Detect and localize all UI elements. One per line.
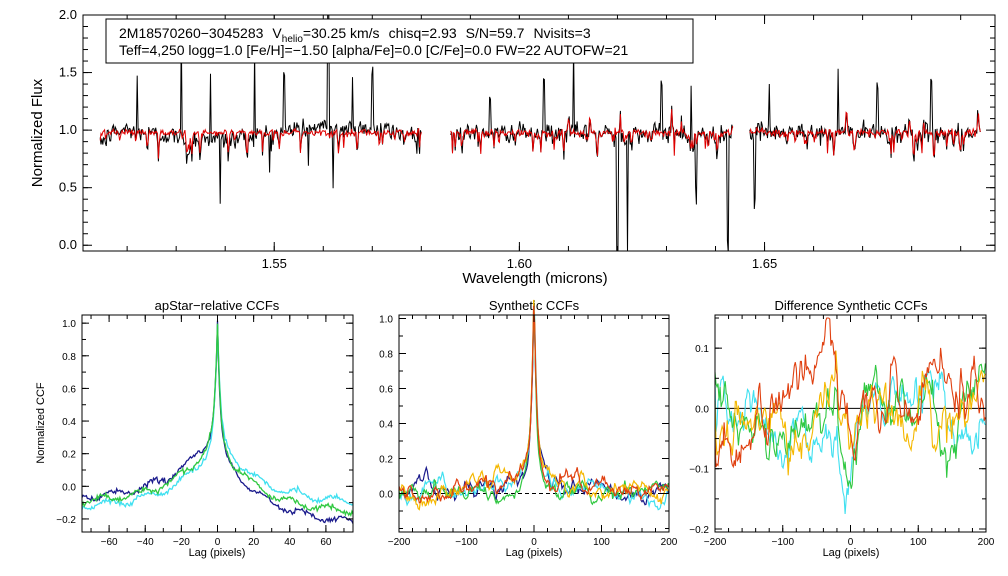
apstar-ccf-panel: apStar−relative CCFs −60 −40 −20 0 20 40 60 −0.… [35, 298, 354, 559]
ccf-line-visit-2 [81, 324, 354, 511]
difference-ccf-line-visit-3 [714, 350, 986, 476]
y-tick-label: 2.0 [59, 7, 77, 22]
difference-ccf-line-visit-2 [714, 363, 986, 489]
y-tick-label: 0.0 [695, 404, 709, 415]
info-box-frame [105, 18, 694, 64]
y-tick-label: 0.0 [62, 482, 76, 493]
x-tick-label: −200 [388, 537, 411, 548]
x-tick-label: 1.65 [752, 256, 777, 271]
apstar-ccf-data [81, 320, 354, 524]
x-tick-label: −60 [101, 537, 118, 548]
model-spectrum-line [749, 111, 981, 157]
y-tick-label: 1.0 [379, 315, 393, 326]
y-tick-label: 1.0 [59, 122, 77, 137]
difference-ccf-data [714, 317, 986, 515]
apstar-ccf-title: apStar−relative CCFs [155, 298, 280, 313]
spectrum-data [99, 15, 981, 251]
vhelio-symbol: V [272, 25, 282, 41]
y-tick-label: 0.8 [379, 350, 393, 361]
synthetic-ccf-line-visit-4 [398, 305, 669, 504]
x-tick-label: −200 [704, 537, 727, 548]
y-tick-label: 1.0 [62, 319, 76, 330]
y-tick-label: −0.2 [56, 515, 76, 526]
synthetic-ccf-line-visit-3 [398, 299, 669, 511]
synthetic-ccf-ticks: −200 −100 0 100 200 0.0 0.2 0.4 0.6 0.8 1.0 [379, 315, 678, 549]
difference-ccf-line-visit-4 [714, 317, 986, 469]
y-tick-label: −0.1 [689, 465, 709, 476]
x-tick-label: 20 [248, 537, 260, 548]
x-tick-label: 200 [978, 537, 995, 548]
y-tick-label: 0.8 [62, 352, 76, 363]
y-tick-label: 0.1 [695, 344, 709, 355]
vhelio-value: =30.25 km/s [303, 25, 380, 41]
ccf-line-visit-1 [81, 320, 354, 524]
ccf-line-visit-3 [81, 323, 354, 518]
synthetic-ccf-data [398, 299, 669, 511]
vhelio-subscript: helio [282, 34, 304, 45]
x-tick-label: 0 [215, 537, 221, 548]
difference-ccf-ticks: −200 −100 0 100 200 −0.2 −0.1 0.0 0.1 [689, 315, 995, 548]
info-box: 2M18570260−3045283 Vhelio=30.25 km/s chisq… [105, 18, 694, 64]
info-line-1: 2M18570260−3045283 Vhelio=30.25 km/s chisq… [119, 25, 591, 45]
y-tick-label: 1.5 [59, 65, 77, 80]
y-tick-label: 0.5 [59, 180, 77, 195]
x-tick-label: −100 [455, 537, 478, 548]
x-tick-label: 100 [910, 537, 927, 548]
apstar-ccf-y-axis-title: Normalized CCF [35, 382, 47, 464]
info-line-2: Teff=4,250 logg=1.0 [Fe/H]=−1.50 [alpha/… [119, 42, 628, 58]
y-tick-label: −0.2 [689, 525, 709, 536]
observed-spectrum-line [450, 46, 734, 251]
x-tick-label: −20 [173, 537, 190, 548]
y-tick-label: 0.6 [379, 385, 393, 396]
synthetic-ccf-x-axis-title: Lag (pixels) [506, 547, 563, 559]
x-tick-label: 0 [848, 537, 854, 548]
spectrum-frame [82, 14, 996, 252]
y-tick-label: 0.2 [379, 455, 393, 466]
x-tick-label: 0 [531, 537, 537, 548]
x-tick-label: 1.55 [262, 256, 287, 271]
difference-ccf-title: Difference Synthetic CCFs [775, 298, 928, 313]
y-tick-label: 0.0 [379, 490, 393, 501]
snr-value: S/N=59.7 [466, 25, 525, 41]
synthetic-ccf-panel: Synthetic CCFs −200 −100 0 100 2000.00.20.40… [379, 298, 678, 559]
chisq-value: chisq=2.93 [389, 25, 457, 41]
x-tick-label: 1.60 [507, 256, 532, 271]
model-spectrum-line [450, 109, 734, 156]
spectrum-x-axis-title: Wavelength (microns) [462, 270, 607, 287]
apstar-ccf-ticks: −60 −40 −20 0 20 40 60 −0.2 0.0 0.2 0.4 0.6 0.8 1.0 [56, 315, 353, 548]
y-tick-label: 0.2 [62, 450, 76, 461]
synthetic-ccf-line-combined [398, 312, 669, 506]
x-tick-label: 60 [320, 537, 332, 548]
apstar-ccf-x-axis-title: Lag (pixels) [189, 547, 246, 559]
spectrum-panel: 1.55 1.60 1.65 0.0 0.5 1.0 1.5 2.0 Wavelength (… [29, 7, 996, 287]
y-tick-label: 0.6 [62, 384, 76, 395]
spectrum-y-axis-title: Normalized Flux [29, 78, 46, 187]
difference-ccf-x-axis-title: Lag (pixels) [823, 547, 880, 559]
y-tick-label: 0.0 [59, 237, 77, 252]
star-id: 2M18570260−3045283 [119, 25, 264, 41]
x-tick-label: 100 [593, 537, 610, 548]
nvisits-value: Nvisits=3 [533, 25, 590, 41]
x-tick-label: 200 [661, 537, 678, 548]
y-tick-label: 0.4 [62, 417, 76, 428]
spectrum-clip [99, 15, 981, 251]
x-tick-label: −100 [771, 537, 794, 548]
model-spectrum-line [99, 126, 422, 159]
y-tick-label: 0.4 [379, 420, 393, 431]
difference-ccf-panel: Difference Synthetic CCFs −200 −100 0 100 20… [689, 298, 995, 559]
x-tick-label: −40 [137, 537, 154, 548]
x-tick-label: 40 [284, 537, 296, 548]
